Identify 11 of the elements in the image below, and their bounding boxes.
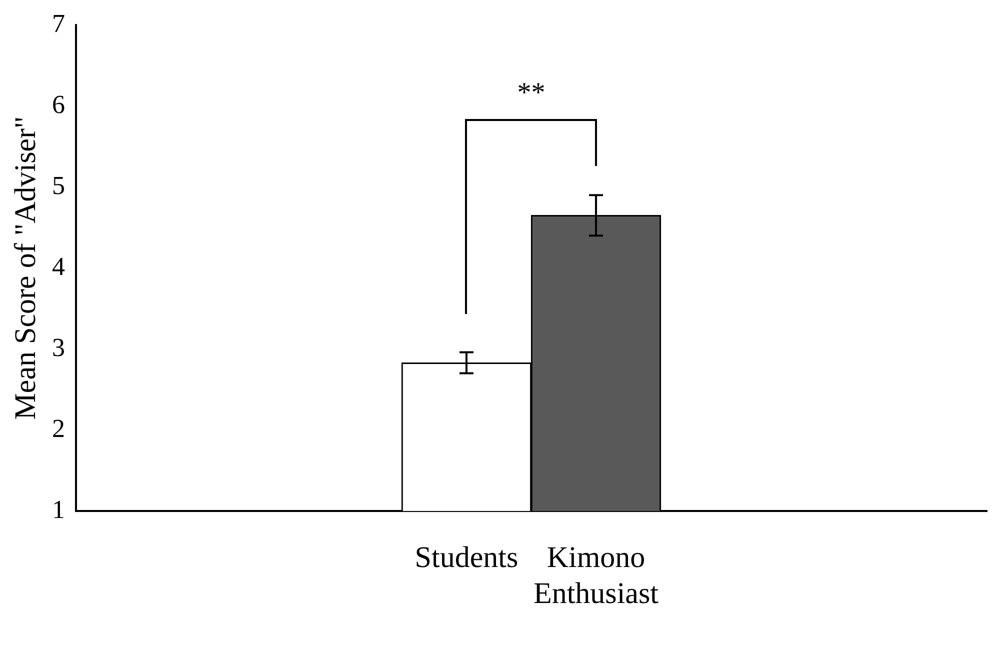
y-tick-label: 2 [52,414,65,443]
y-tick-label: 3 [52,332,65,362]
y-tick-label: 4 [52,252,65,281]
x-tick-label: Kimono Enthusiast [534,540,660,610]
annotation: ** [517,77,546,108]
y-tick-label: 7 [52,8,65,38]
y-tick-label: 6 [52,90,65,119]
y-tick-label: 1 [52,494,65,524]
x-tick-label: Students [414,540,518,574]
y-axis-title: Mean Score of "Adviser" [8,116,42,420]
y-tick-label: 5 [52,170,65,200]
